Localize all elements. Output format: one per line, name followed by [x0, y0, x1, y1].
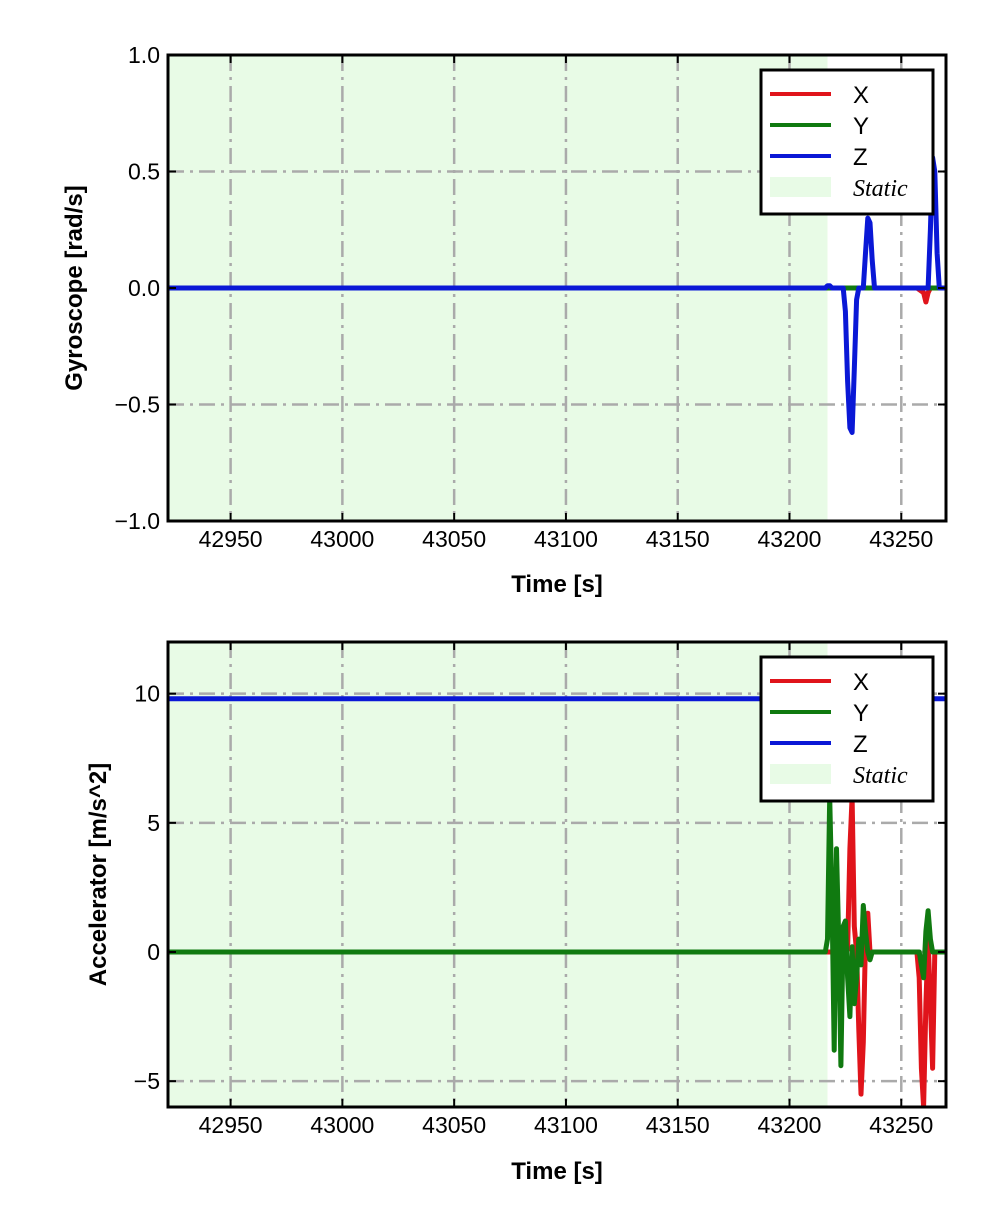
x-axis-label: Time [s] — [511, 571, 603, 598]
y-tick-label: 0 — [147, 939, 160, 965]
y-tick-label: −0.5 — [115, 392, 160, 418]
x-tick-label: 43050 — [422, 1112, 486, 1138]
legend-swatch-static — [770, 177, 831, 197]
static-region — [168, 642, 828, 1107]
x-tick-label: 43200 — [758, 526, 822, 552]
legend-label: X — [853, 82, 869, 109]
legend-label: Y — [853, 700, 869, 727]
accelerometer-panel: 42950 43000 43050 43100 43150 43200 43250 10 5 0 −… — [85, 640, 948, 1185]
x-tick-label: 43150 — [646, 1112, 710, 1138]
series-line-x — [168, 794, 946, 1107]
plot-frame — [166, 640, 948, 1109]
y-tick-label: 0.0 — [128, 275, 160, 301]
x-tick-label: 43050 — [422, 526, 486, 552]
y-tick-label: −1.0 — [115, 508, 160, 534]
legend-label: Z — [853, 731, 868, 758]
legend-label: X — [853, 669, 869, 696]
y-tick-label: 10 — [134, 681, 160, 707]
x-tick-label: 43250 — [869, 1112, 933, 1138]
y-tick-label: 5 — [147, 810, 160, 836]
x-tick-label: 43000 — [310, 1112, 374, 1138]
gyroscope-panel: 42950 43000 43050 43100 43150 43200 43250 1.0 0.… — [61, 42, 948, 598]
y-tick-label: 0.5 — [128, 159, 160, 185]
legend: XYZ Static — [759, 655, 935, 803]
y-axis-label: Gyroscope [rad/s] — [61, 185, 88, 390]
legend-label: Z — [853, 144, 868, 171]
x-tick-label: 42950 — [199, 526, 263, 552]
x-axis-label: Time [s] — [511, 1158, 603, 1185]
y-tick-label: 1.0 — [128, 42, 160, 68]
legend-label: Static — [853, 763, 908, 789]
x-tick-label: 43200 — [758, 1112, 822, 1138]
x-tick-label: 43150 — [646, 526, 710, 552]
y-tick-label: −5 — [134, 1068, 160, 1094]
x-tick-label: 43100 — [534, 1112, 598, 1138]
legend: XYZ Static — [759, 68, 935, 216]
x-tick-label: 43100 — [534, 526, 598, 552]
x-tick-label: 43250 — [869, 526, 933, 552]
x-tick-label: 42950 — [199, 1112, 263, 1138]
legend-label: Static — [853, 176, 908, 202]
y-axis-label: Accelerator [m/s^2] — [85, 763, 112, 986]
legend-swatch-static — [770, 764, 831, 784]
series-line-y — [168, 794, 946, 1069]
x-tick-label: 43000 — [310, 526, 374, 552]
legend-label: Y — [853, 113, 869, 140]
